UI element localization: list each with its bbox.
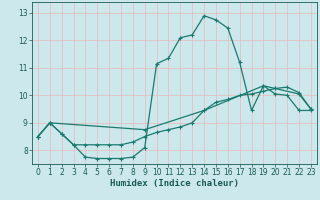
X-axis label: Humidex (Indice chaleur): Humidex (Indice chaleur) <box>110 179 239 188</box>
